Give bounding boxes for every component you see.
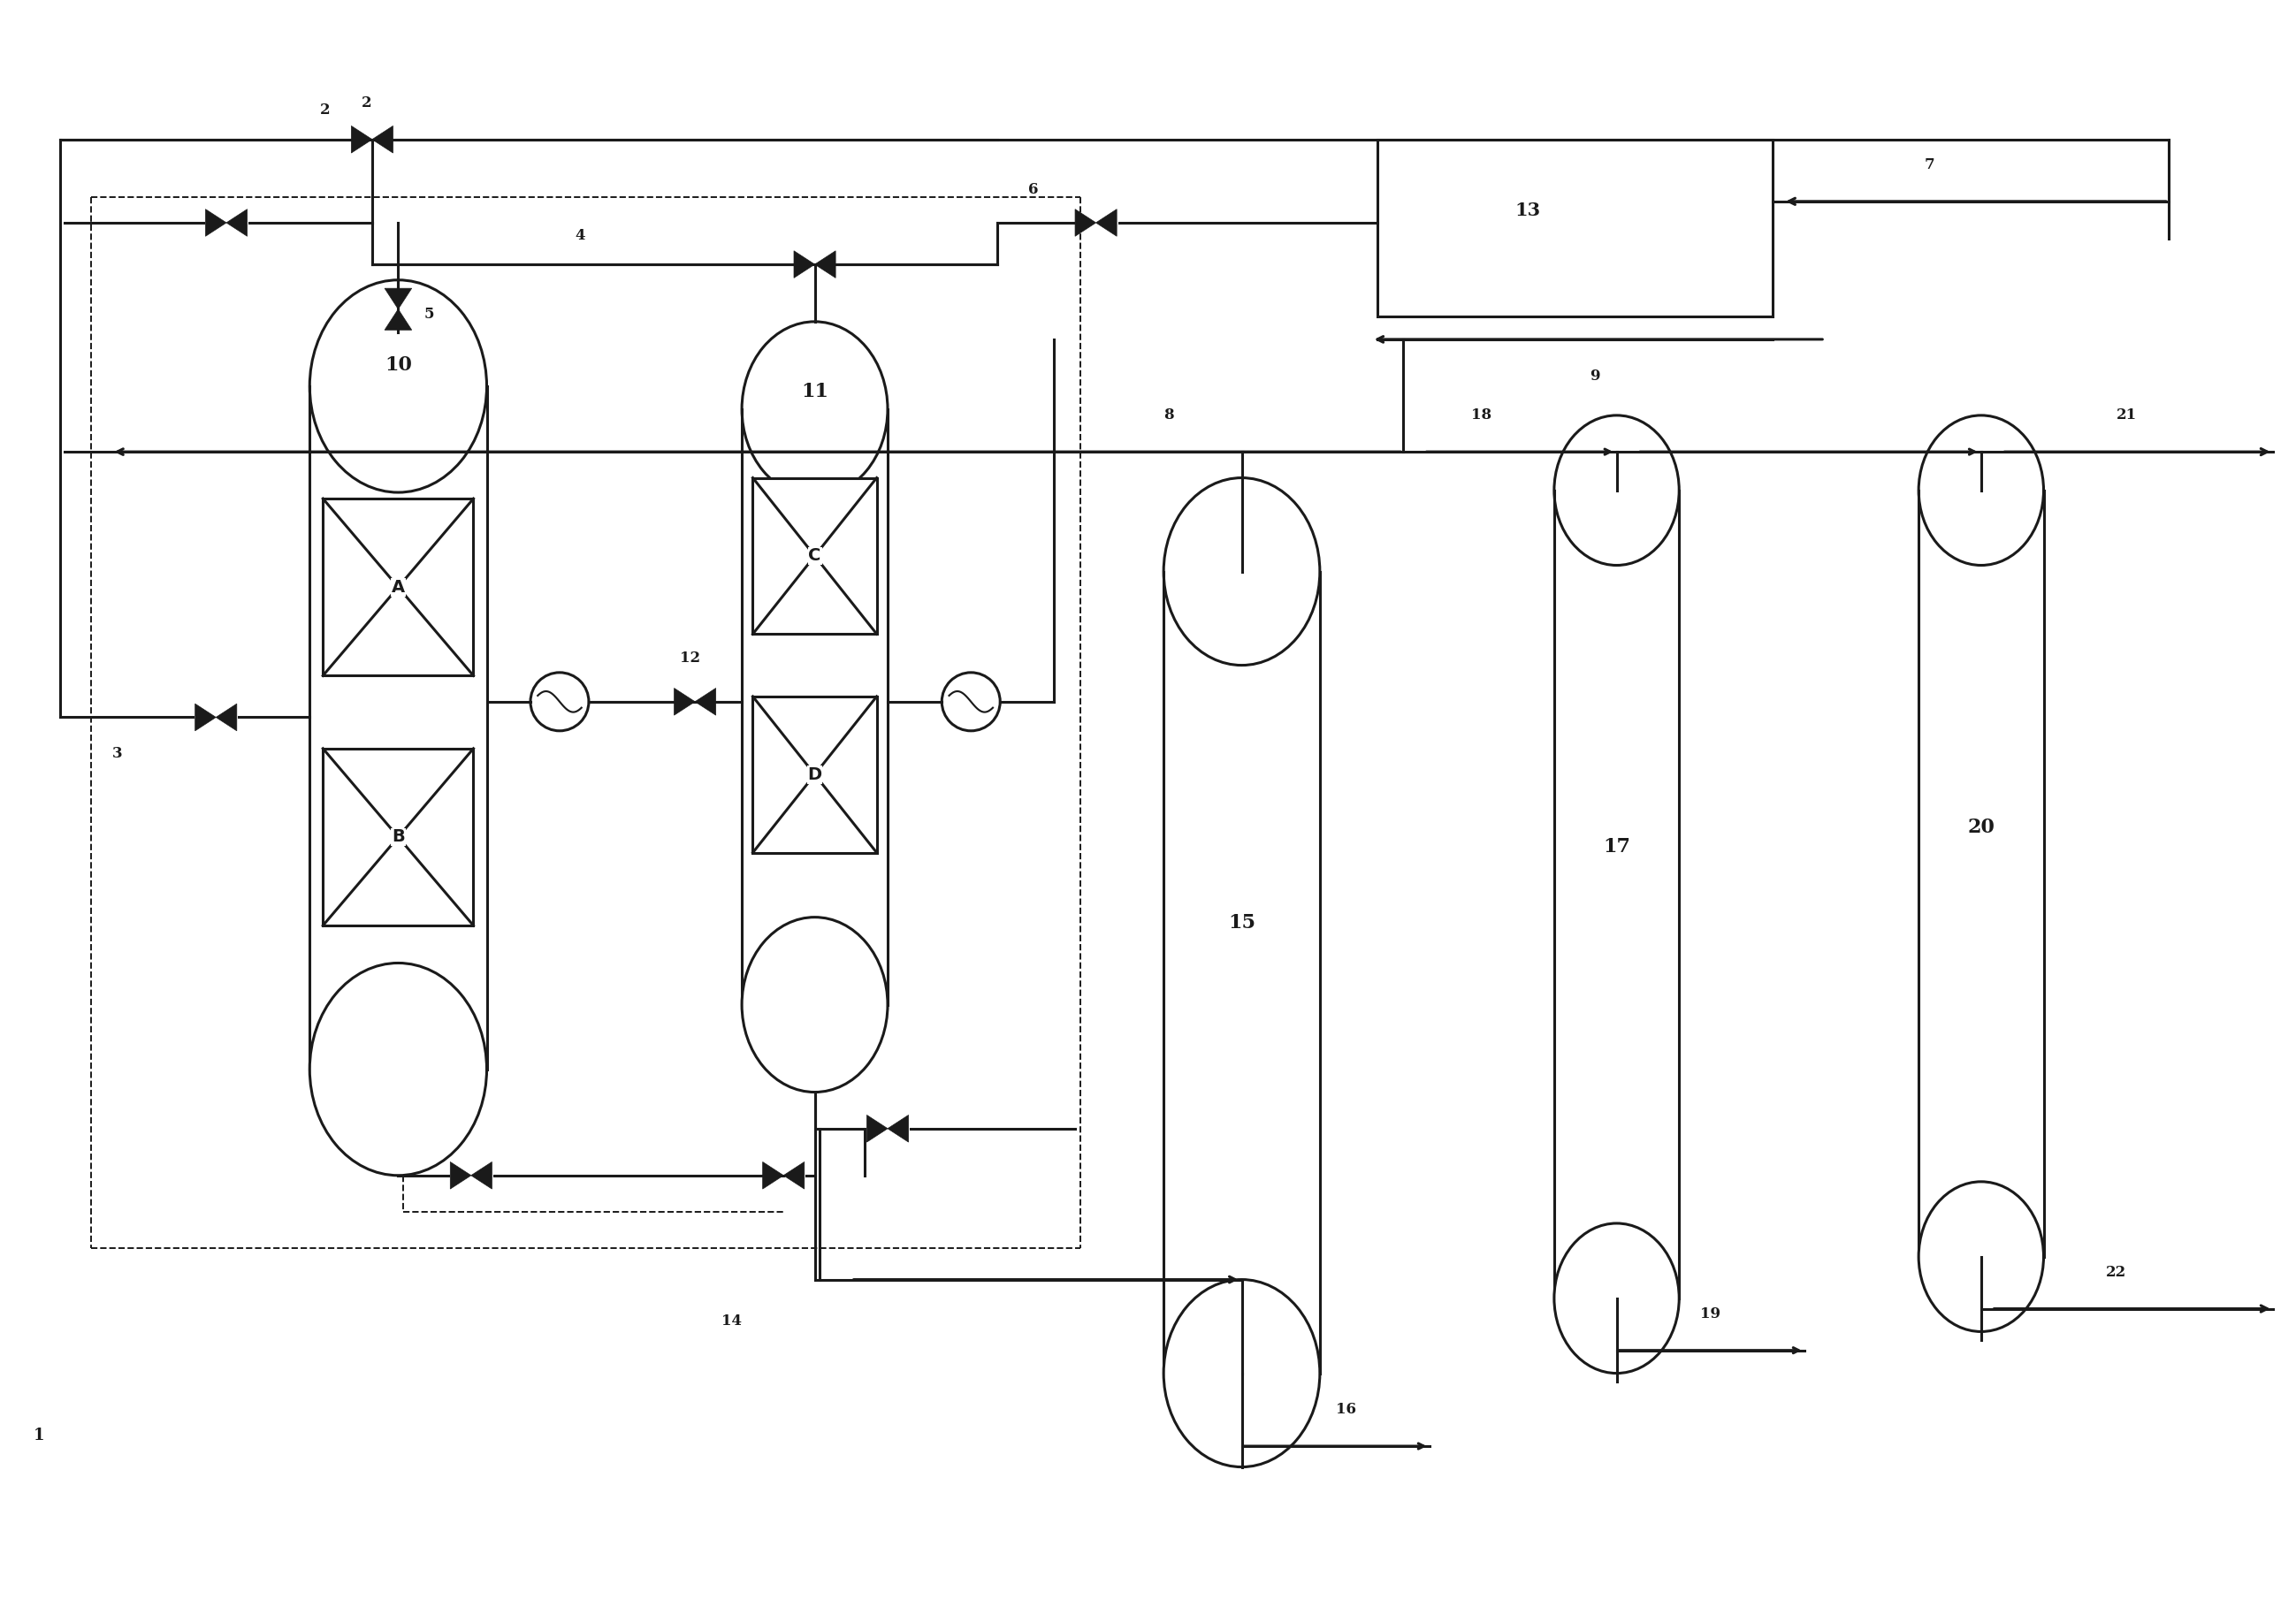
Ellipse shape xyxy=(1164,478,1320,665)
Bar xyxy=(310,386,487,1069)
Text: 12: 12 xyxy=(680,650,700,665)
Ellipse shape xyxy=(1554,415,1678,566)
Text: 16: 16 xyxy=(1336,1401,1357,1418)
Polygon shape xyxy=(783,1161,804,1189)
Text: D: D xyxy=(808,766,822,783)
Text: 11: 11 xyxy=(801,381,829,401)
Text: 22: 22 xyxy=(2105,1265,2126,1280)
Text: 2: 2 xyxy=(319,102,331,118)
Text: 14: 14 xyxy=(721,1314,742,1328)
Text: 4: 4 xyxy=(576,227,585,243)
Ellipse shape xyxy=(310,963,487,1176)
Polygon shape xyxy=(372,127,393,152)
Ellipse shape xyxy=(742,916,889,1092)
Text: 5: 5 xyxy=(425,307,434,321)
Text: 6: 6 xyxy=(1029,182,1038,196)
Text: C: C xyxy=(808,548,822,564)
Polygon shape xyxy=(195,704,216,732)
Text: B: B xyxy=(393,829,404,845)
Bar xyxy=(324,498,473,676)
Bar xyxy=(753,696,877,853)
Bar xyxy=(1919,490,2043,1257)
Polygon shape xyxy=(351,127,372,152)
Polygon shape xyxy=(450,1161,471,1189)
Ellipse shape xyxy=(1164,1280,1320,1466)
Polygon shape xyxy=(207,209,227,237)
Text: 7: 7 xyxy=(1924,157,1933,172)
Text: 20: 20 xyxy=(1968,817,1995,837)
Text: 13: 13 xyxy=(1515,201,1541,219)
Text: 8: 8 xyxy=(1164,407,1173,423)
Text: 9: 9 xyxy=(1589,368,1600,383)
Polygon shape xyxy=(868,1114,889,1142)
Polygon shape xyxy=(1095,209,1116,237)
Ellipse shape xyxy=(1554,1223,1678,1374)
Text: 19: 19 xyxy=(1701,1306,1720,1322)
Bar xyxy=(742,409,889,1004)
Text: 21: 21 xyxy=(2117,407,2138,423)
Polygon shape xyxy=(794,251,815,277)
Polygon shape xyxy=(762,1161,783,1189)
Text: A: A xyxy=(393,579,404,595)
Polygon shape xyxy=(815,251,836,277)
Polygon shape xyxy=(675,688,696,715)
Polygon shape xyxy=(386,289,411,310)
Text: 10: 10 xyxy=(383,355,411,375)
Polygon shape xyxy=(386,310,411,329)
Polygon shape xyxy=(1075,209,1095,237)
Bar xyxy=(324,748,473,926)
Polygon shape xyxy=(471,1161,491,1189)
Polygon shape xyxy=(889,1114,909,1142)
Polygon shape xyxy=(216,704,236,732)
Bar xyxy=(1164,571,1320,1374)
Text: 2: 2 xyxy=(363,96,372,110)
Polygon shape xyxy=(227,209,248,237)
Ellipse shape xyxy=(742,321,889,496)
Ellipse shape xyxy=(1919,1182,2043,1332)
Polygon shape xyxy=(696,688,716,715)
Bar xyxy=(753,478,877,634)
Text: 17: 17 xyxy=(1603,837,1630,856)
Text: 18: 18 xyxy=(1472,407,1492,423)
Bar xyxy=(1554,490,1678,1298)
Text: 1: 1 xyxy=(34,1427,44,1444)
Ellipse shape xyxy=(310,281,487,493)
Text: 15: 15 xyxy=(1228,913,1256,933)
Bar xyxy=(1378,139,1773,316)
Ellipse shape xyxy=(1919,415,2043,566)
Text: 3: 3 xyxy=(113,746,122,761)
